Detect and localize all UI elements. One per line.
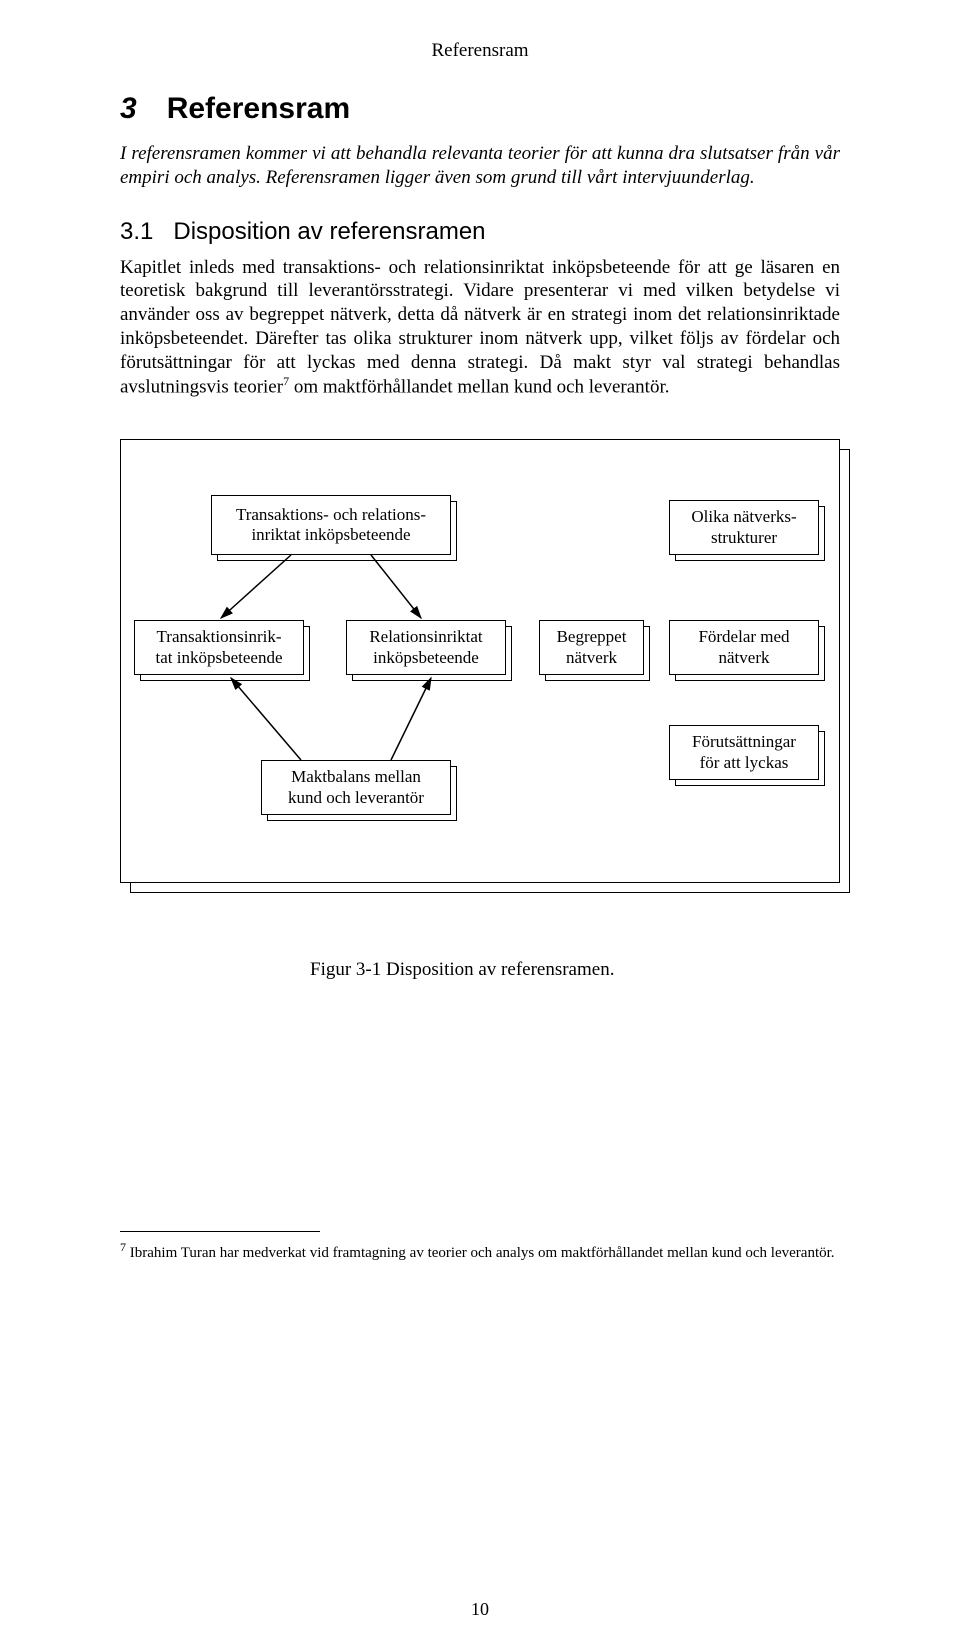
box-forutsattningar: Förutsättningarför att lyckas	[669, 725, 819, 780]
figure-caption: Figur 3-1 Disposition av referensramen.	[310, 959, 840, 981]
heading-1-title: Referensram	[167, 92, 350, 126]
heading-2-title: Disposition av referensramen	[173, 218, 485, 245]
box-top-label: Transaktions- och relations-inriktat ink…	[236, 505, 426, 546]
box-begreppet-natverk: Begreppetnätverk	[539, 620, 644, 675]
diagram: Transaktions- och relations-inriktat ink…	[120, 439, 840, 899]
footnote-text: Ibrahim Turan har medverkat vid framtagn…	[126, 1245, 835, 1261]
heading-1: 3 Referensram	[120, 92, 840, 126]
footnote-rule	[120, 1231, 320, 1232]
body-paragraph: Kapitlet inleds med transaktions- och re…	[120, 256, 840, 400]
box-relationsinriktat: Relationsinriktatinköpsbeteende	[346, 620, 506, 675]
box-olika-natverksstrukturer: Olika nätverks-strukturer	[669, 500, 819, 555]
footnote: 7 Ibrahim Turan har medverkat vid framta…	[120, 1240, 840, 1264]
running-head: Referensram	[120, 0, 840, 92]
box-forut-label: Förutsättningarför att lyckas	[692, 732, 796, 773]
heading-2: 3.1 Disposition av referensramen	[120, 218, 840, 246]
intro-paragraph: I referensramen kommer vi att behandla r…	[120, 142, 840, 190]
box-trans-label: Transaktionsinrik-tat inköpsbeteende	[156, 627, 283, 668]
box-ford-label: Fördelar mednätverk	[698, 627, 789, 668]
box-rel-label: Relationsinriktatinköpsbeteende	[369, 627, 482, 668]
page: Referensram 3 Referensram I referensrame…	[0, 0, 960, 1650]
body-text-post: om maktförhållandet mellan kund och leve…	[289, 377, 669, 398]
box-fordelar-med-natverk: Fördelar mednätverk	[669, 620, 819, 675]
page-number: 10	[0, 1599, 960, 1620]
box-top: Transaktions- och relations-inriktat ink…	[211, 495, 451, 555]
box-makt-label: Maktbalans mellankund och leverantör	[288, 767, 424, 808]
box-olik-label: Olika nätverks-strukturer	[691, 507, 796, 548]
box-begr-label: Begreppetnätverk	[557, 627, 627, 668]
heading-1-number: 3	[120, 92, 137, 126]
box-transaktionsinriktat: Transaktionsinrik-tat inköpsbeteende	[134, 620, 304, 675]
heading-2-number: 3.1	[120, 218, 153, 245]
diagram-frame: Transaktions- och relations-inriktat ink…	[120, 439, 840, 883]
box-maktbalans: Maktbalans mellankund och leverantör	[261, 760, 451, 815]
